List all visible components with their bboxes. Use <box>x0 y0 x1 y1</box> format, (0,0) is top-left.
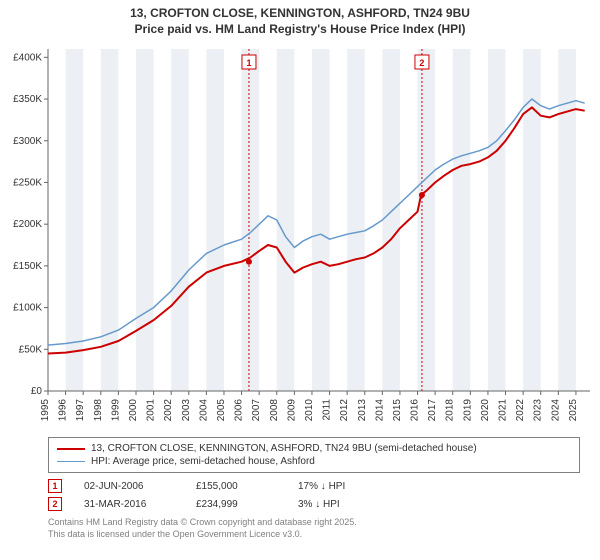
marker-table: 1 02-JUN-2006 £155,000 17% ↓ HPI 2 31-MAR-201… <box>48 477 580 513</box>
svg-text:2009: 2009 <box>286 399 297 422</box>
svg-text:2015: 2015 <box>392 399 403 422</box>
chart-area: 1 2 £0 £50K £100K £150K £200K £250K £300K £350K £4… <box>0 41 600 431</box>
title-subtitle: Price paid vs. HM Land Registry's House … <box>0 22 600 38</box>
svg-text:2012: 2012 <box>339 399 350 422</box>
svg-text:2013: 2013 <box>357 399 368 422</box>
svg-text:2008: 2008 <box>269 399 280 422</box>
svg-text:£200K: £200K <box>13 219 42 230</box>
svg-text:2024: 2024 <box>550 399 561 422</box>
svg-text:2001: 2001 <box>146 399 157 422</box>
svg-text:2019: 2019 <box>462 399 473 422</box>
marker-diff: 3% ↓ HPI <box>298 499 378 510</box>
svg-text:1997: 1997 <box>75 399 86 422</box>
svg-text:£300K: £300K <box>13 136 42 147</box>
marker-date: 02-JUN-2006 <box>84 481 174 492</box>
marker-price: £155,000 <box>196 481 276 492</box>
svg-text:£50K: £50K <box>19 344 43 355</box>
marker-price: £234,999 <box>196 499 276 510</box>
svg-text:2017: 2017 <box>427 399 438 422</box>
svg-text:1998: 1998 <box>93 399 104 422</box>
svg-text:2011: 2011 <box>322 399 333 421</box>
svg-text:£150K: £150K <box>13 261 42 272</box>
svg-text:1995: 1995 <box>40 399 51 422</box>
svg-text:£0: £0 <box>31 386 43 397</box>
legend: 13, CROFTON CLOSE, KENNINGTON, ASHFORD, … <box>48 437 580 473</box>
marker-diff: 17% ↓ HPI <box>298 481 378 492</box>
svg-text:2000: 2000 <box>128 399 139 422</box>
marker-number-box: 1 <box>48 479 62 493</box>
svg-text:2018: 2018 <box>445 399 456 422</box>
svg-text:2004: 2004 <box>198 399 209 422</box>
svg-text:2014: 2014 <box>374 399 385 422</box>
svg-text:2023: 2023 <box>533 399 544 422</box>
marker-date: 31-MAR-2016 <box>84 499 174 510</box>
svg-text:2022: 2022 <box>515 399 526 422</box>
footer-copyright: Contains HM Land Registry data © Crown c… <box>48 517 580 529</box>
svg-text:1996: 1996 <box>58 399 69 422</box>
legend-swatch <box>57 448 85 450</box>
legend-swatch <box>57 461 85 462</box>
svg-text:2002: 2002 <box>163 399 174 422</box>
svg-text:2025: 2025 <box>568 399 579 422</box>
marker-number-box: 2 <box>48 497 62 511</box>
legend-label: 13, CROFTON CLOSE, KENNINGTON, ASHFORD, … <box>91 443 477 454</box>
svg-text:2021: 2021 <box>498 399 509 422</box>
svg-text:£100K: £100K <box>13 303 42 314</box>
svg-text:2005: 2005 <box>216 399 227 422</box>
svg-text:2010: 2010 <box>304 399 315 422</box>
marker-row: 1 02-JUN-2006 £155,000 17% ↓ HPI <box>48 477 580 495</box>
svg-text:£350K: £350K <box>13 94 42 105</box>
legend-label: HPI: Average price, semi-detached house,… <box>91 456 315 467</box>
footer-licence: This data is licensed under the Open Gov… <box>48 529 580 541</box>
svg-text:2006: 2006 <box>234 399 245 422</box>
svg-text:2003: 2003 <box>181 399 192 422</box>
svg-text:1999: 1999 <box>110 399 121 422</box>
svg-text:2016: 2016 <box>410 399 421 422</box>
legend-item: HPI: Average price, semi-detached house,… <box>57 455 571 468</box>
svg-text:£250K: £250K <box>13 178 42 189</box>
title-address: 13, CROFTON CLOSE, KENNINGTON, ASHFORD, … <box>0 6 600 22</box>
svg-text:1: 1 <box>246 58 251 68</box>
svg-text:£400K: £400K <box>13 53 42 64</box>
footer: Contains HM Land Registry data © Crown c… <box>48 517 580 540</box>
legend-item: 13, CROFTON CLOSE, KENNINGTON, ASHFORD, … <box>57 442 571 455</box>
marker-row: 2 31-MAR-2016 £234,999 3% ↓ HPI <box>48 495 580 513</box>
svg-text:2007: 2007 <box>251 399 262 422</box>
chart-title-block: 13, CROFTON CLOSE, KENNINGTON, ASHFORD, … <box>0 0 600 41</box>
price-chart: 1 2 £0 £50K £100K £150K £200K £250K £300K £350K £4… <box>0 41 600 431</box>
svg-text:2: 2 <box>419 58 424 68</box>
svg-text:2020: 2020 <box>480 399 491 422</box>
